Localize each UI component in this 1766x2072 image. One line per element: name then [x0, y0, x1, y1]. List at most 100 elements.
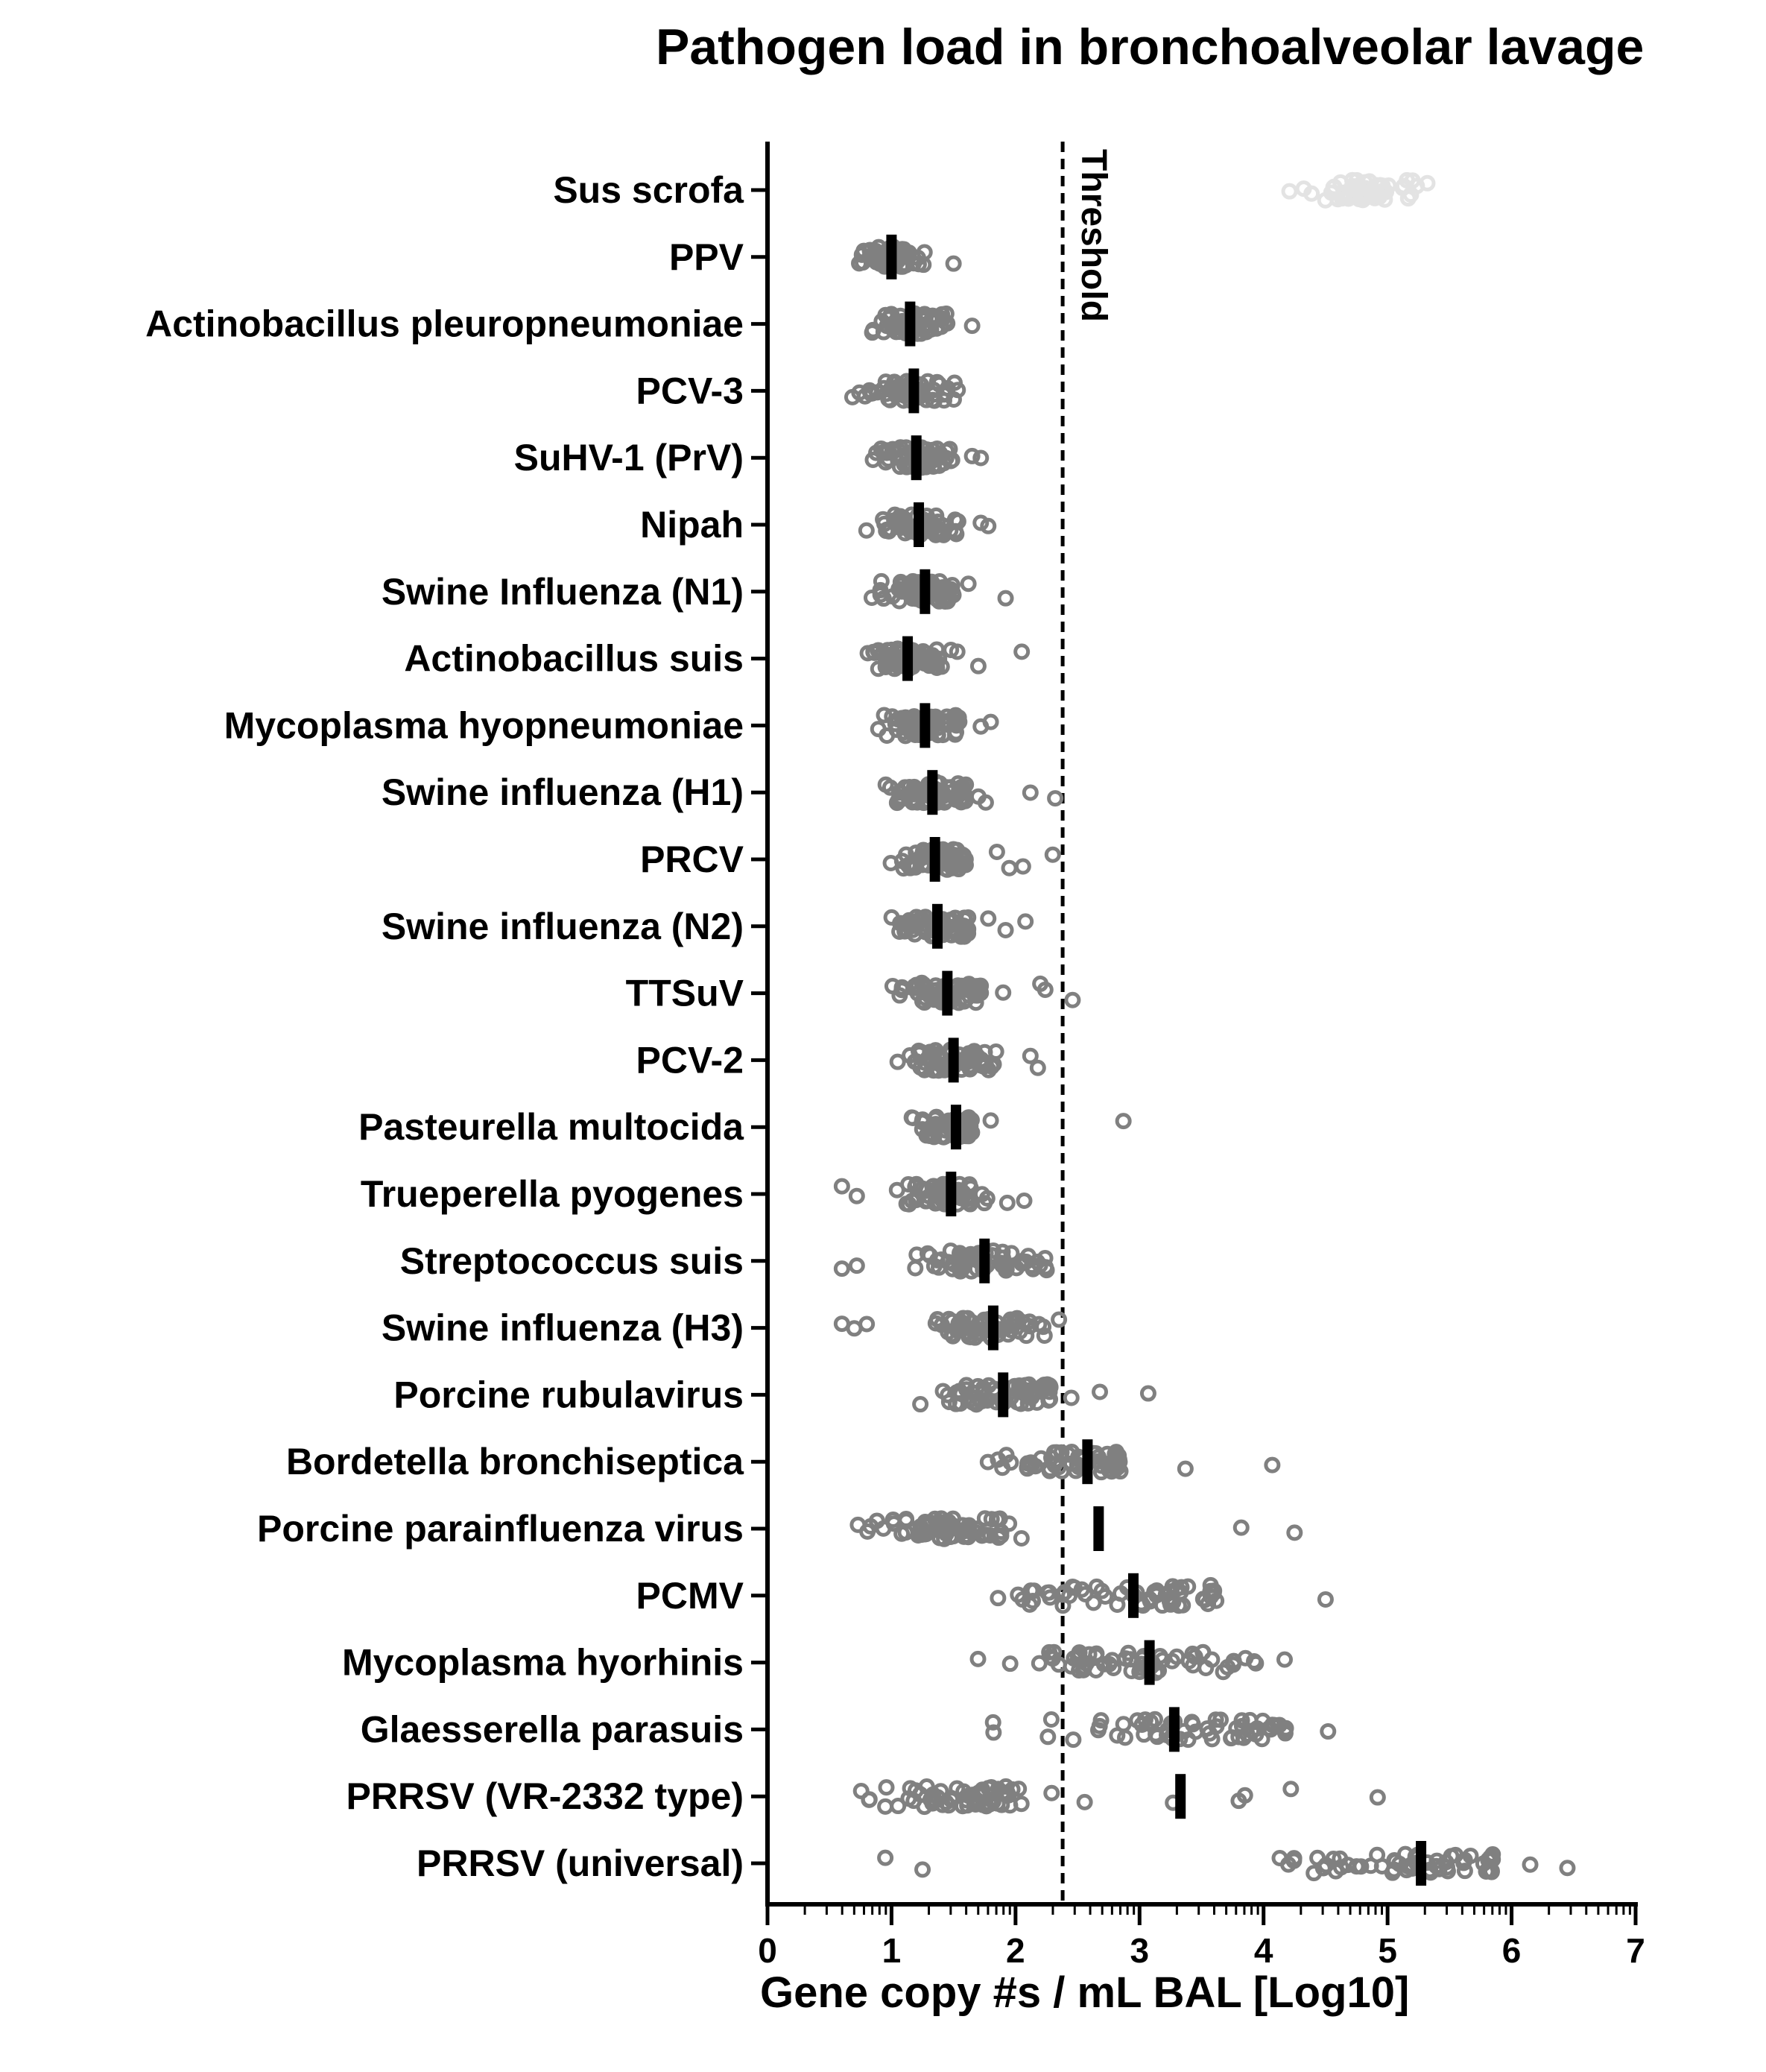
y-tick-label: PRRSV (VR-2332 type) [346, 1775, 744, 1817]
data-point [1136, 1711, 1153, 1728]
data-point [859, 1523, 876, 1540]
data-point [927, 1042, 944, 1059]
median-bar [979, 1238, 990, 1283]
data-point [950, 861, 967, 878]
data-point [1139, 1385, 1156, 1402]
data-point [915, 310, 932, 327]
data-point [972, 985, 990, 1002]
data-point [853, 246, 870, 263]
data-point [1042, 1711, 1060, 1728]
data-point [1092, 1383, 1109, 1400]
data-point [877, 1849, 894, 1866]
median-bar [908, 368, 920, 414]
data-point [944, 1327, 961, 1345]
data-point [1061, 1587, 1078, 1604]
data-point [1092, 1712, 1110, 1729]
data-point [889, 1053, 906, 1070]
data-point [988, 1511, 1005, 1528]
data-point [914, 974, 931, 991]
data-point [1261, 1719, 1278, 1737]
median-bar [1175, 1774, 1186, 1819]
data-point [852, 1783, 870, 1800]
threshold-label: Threshold [1074, 149, 1113, 322]
y-tick-label: Glaesserella parasuis [361, 1708, 744, 1750]
data-point [934, 310, 952, 327]
y-tick-label: Swine influenza (H3) [382, 1307, 744, 1349]
data-point [1280, 1856, 1297, 1873]
data-point [1039, 1728, 1057, 1746]
data-point [905, 1109, 922, 1126]
data-point [1041, 1383, 1058, 1400]
data-point [1071, 1647, 1088, 1664]
x-tick-label: 2 [1006, 1931, 1025, 1970]
data-point [861, 382, 878, 399]
data-point [937, 385, 955, 402]
data-point [1073, 1581, 1090, 1598]
data-point [889, 319, 906, 336]
data-point [1559, 1860, 1576, 1877]
data-point [858, 522, 875, 539]
data-point [848, 1187, 865, 1204]
data-point [1065, 1731, 1082, 1749]
data-point [1010, 1586, 1027, 1603]
data-point [936, 1519, 953, 1536]
data-point [981, 1795, 998, 1813]
data-point [964, 1384, 981, 1401]
data-point [898, 846, 915, 863]
data-point [969, 1650, 987, 1667]
median-bar [1416, 1841, 1427, 1886]
data-point [883, 306, 900, 323]
data-point [1352, 185, 1369, 202]
data-point [1063, 1444, 1080, 1461]
data-point [1484, 1846, 1501, 1863]
data-point [890, 1798, 907, 1815]
data-point [933, 1128, 950, 1145]
data-point [1013, 643, 1031, 660]
data-point [1044, 846, 1061, 863]
data-point [879, 642, 896, 659]
data-point [858, 1315, 876, 1333]
data-point [1177, 1460, 1194, 1477]
data-point [912, 1396, 929, 1413]
data-point [1146, 1711, 1163, 1728]
y-tick-label: Streptococcus suis [400, 1240, 744, 1282]
data-point [1076, 1793, 1093, 1810]
data-point [1228, 1720, 1245, 1737]
y-tick-label: Nipah [640, 504, 744, 546]
y-tick-label: PCV-2 [636, 1039, 744, 1081]
data-point [870, 721, 887, 738]
data-point [1194, 1643, 1212, 1661]
y-tick-label: Swine influenza (H1) [382, 771, 744, 813]
data-point [963, 318, 981, 335]
data-point [896, 456, 913, 473]
data-point [927, 1116, 944, 1133]
data-point [1031, 1655, 1048, 1672]
y-tick-label: Actinobacillus pleuropneumoniae [145, 303, 744, 345]
data-point [833, 1260, 850, 1277]
data-point [892, 789, 909, 806]
data-point [1153, 1597, 1171, 1614]
median-bar [948, 1037, 959, 1083]
data-point [947, 791, 964, 808]
data-point [1047, 790, 1064, 807]
data-point [1323, 184, 1340, 201]
data-point [1327, 1863, 1344, 1880]
data-point [890, 711, 907, 728]
data-point [877, 1798, 894, 1815]
data-point [1387, 1853, 1404, 1870]
data-point [1017, 913, 1034, 930]
median-bar [920, 569, 931, 614]
data-point [937, 791, 955, 808]
data-point [1022, 1047, 1039, 1064]
data-point [878, 1779, 895, 1796]
data-point [1522, 1856, 1539, 1873]
data-point [946, 1256, 963, 1273]
data-point [972, 449, 990, 467]
data-point [948, 717, 965, 734]
y-tick-label: Porcine rubulavirus [393, 1374, 744, 1415]
data-point [914, 912, 931, 929]
data-point [1320, 1723, 1337, 1740]
data-point [977, 794, 994, 811]
y-tick-label: PCV-3 [636, 370, 744, 411]
data-point [888, 721, 905, 739]
